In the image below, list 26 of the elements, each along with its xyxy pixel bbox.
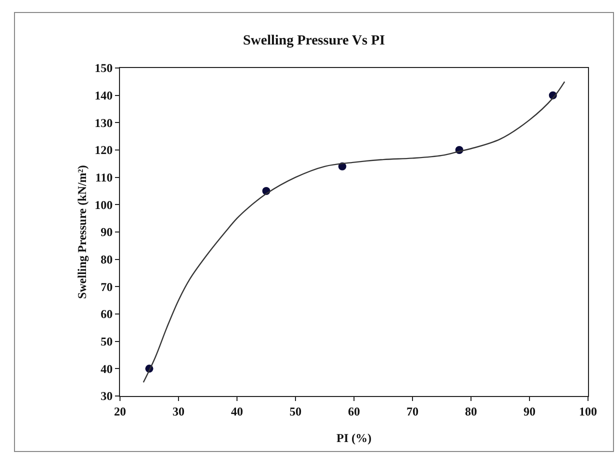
x-tick-label: 60 [348,404,360,418]
y-tick-label: 90 [100,225,113,240]
x-tick-label: 40 [231,404,243,418]
line-series [142,81,566,383]
x-tick-label: 70 [406,404,418,418]
y-tick-label: 140 [94,88,113,103]
y-tick-label: 70 [100,280,113,294]
y-tick-label: 110 [95,170,113,185]
y-tick-label: 100 [94,198,113,212]
x-tick-label: 30 [172,404,184,418]
x-tick-label: 90 [524,404,536,418]
y-tick-label: 50 [100,334,113,349]
x-tick-label: 20 [114,404,126,418]
x-tick-label: 100 [579,404,597,418]
y-tick-label: 40 [100,362,113,376]
x-axis-title: PI (%) [336,431,372,445]
y-tick-label: 120 [94,143,113,158]
x-tick-label: 50 [290,404,302,418]
y-tick-label: 130 [94,116,113,130]
y-tick-label: 60 [100,307,113,322]
x-tick-label: 80 [465,404,477,418]
y-tick-label: 80 [100,252,113,267]
chart-title: Swelling Pressure Vs PI [243,34,385,49]
y-axis-title: Swelling Pressure (kN/m²) [75,165,89,299]
y-tick-label: 150 [94,61,113,76]
y-tick-label: 30 [100,389,113,404]
